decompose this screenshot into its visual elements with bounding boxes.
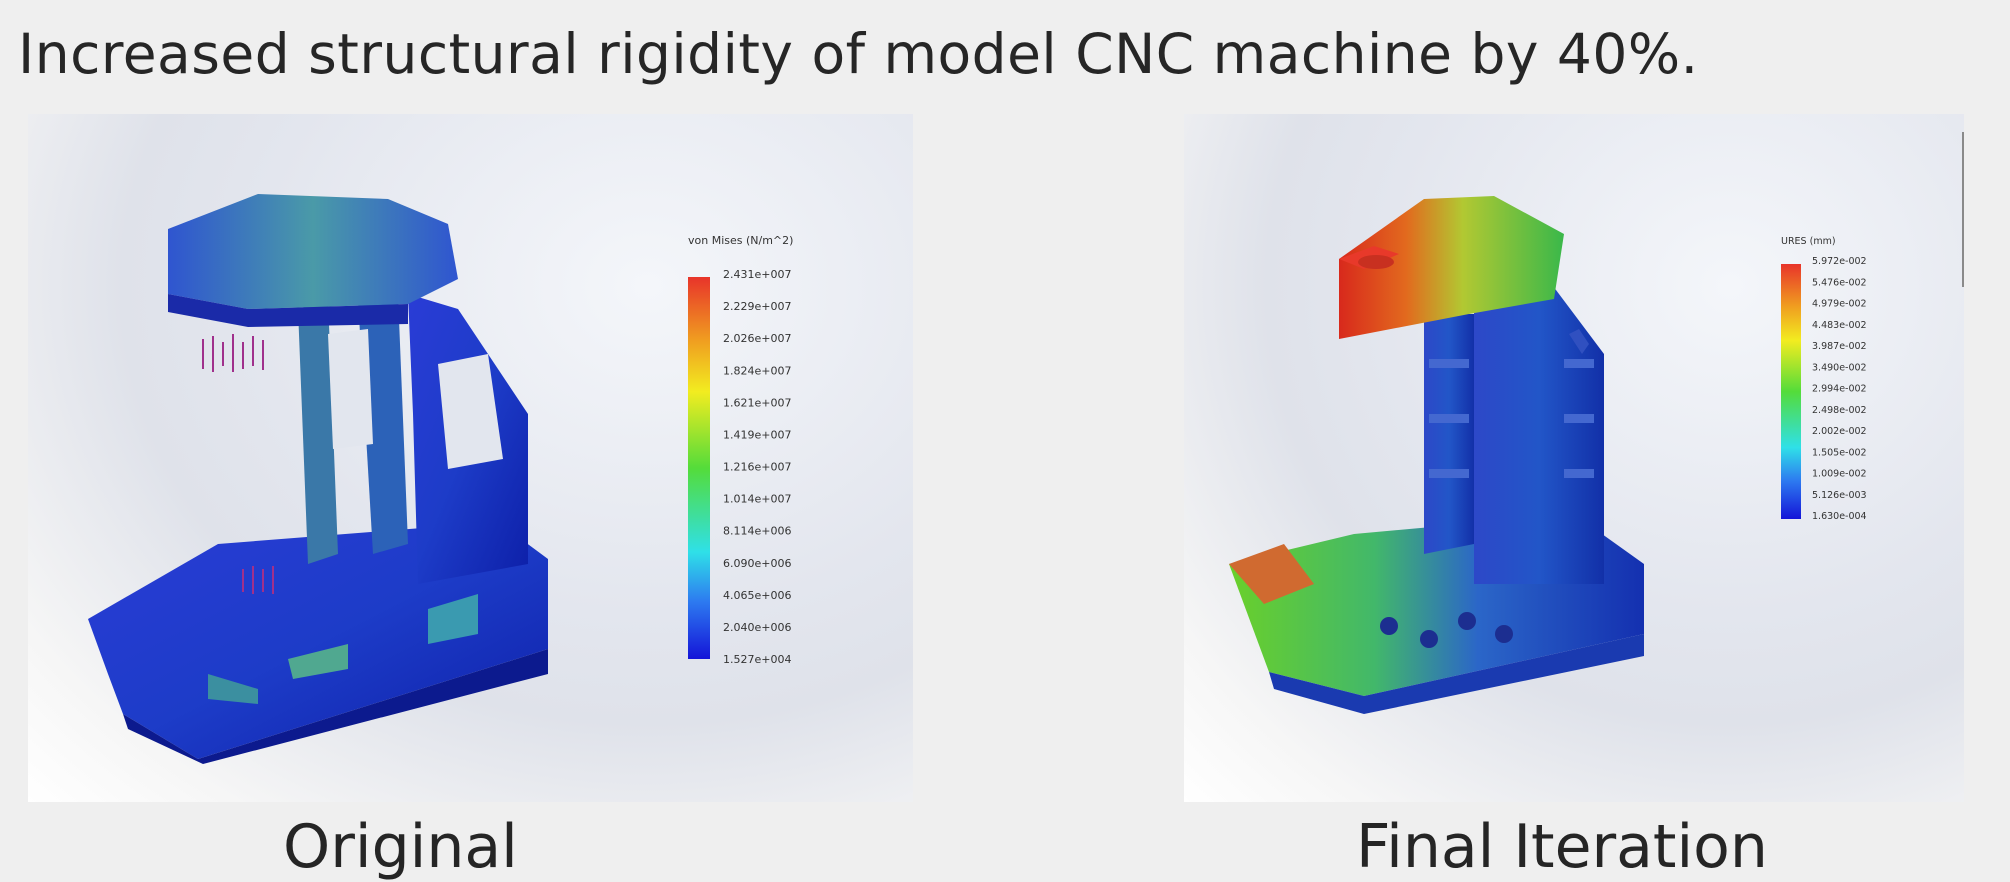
legend-tick-label: 1.216e+007 [723, 461, 791, 474]
legend-tick-label: 5.972e-002 [1812, 256, 1867, 267]
caption-final-iteration: Final Iteration [1356, 812, 1768, 882]
slide-title: Increased structural rigidity of model C… [18, 22, 1699, 86]
original-simulation-image: von Mises (N/m^2) 2.431e+007 2.229e+007 2.… [28, 114, 913, 802]
legend-tick-label: 5.476e-002 [1812, 277, 1867, 288]
legend-tick-label: 1.505e-002 [1812, 447, 1867, 458]
legend-tick-label: 1.824e+007 [723, 364, 791, 377]
legend-tick-label: 1.419e+007 [723, 428, 791, 441]
original-model-render: von Mises (N/m^2) 2.431e+0072.229e+0072.… [88, 194, 793, 764]
legend-tick-label: 2.498e-002 [1812, 405, 1867, 416]
legend-tick-label: 6.090e+006 [723, 557, 791, 570]
legend-tick-label: 3.987e-002 [1812, 341, 1867, 352]
legend-title-right: URES (mm) [1781, 236, 1836, 247]
final-iteration-model-render: URES (mm) 5.972e-002 5.476e-002 4.979e-002… [1229, 196, 1867, 714]
legend-tick-label: 8.114e+006 [723, 525, 791, 538]
legend-colorbar-left [688, 277, 710, 659]
legend-tick-label: 2.040e+006 [723, 621, 791, 634]
final-iteration-simulation-image: URES (mm) 5.972e-002 5.476e-002 4.979e-002… [1184, 114, 1964, 802]
legend-tick-label: 1.630e-004 [1812, 511, 1867, 522]
legend-tick-label: 1.009e-002 [1812, 469, 1867, 480]
legend-tick-label: 4.483e-002 [1812, 320, 1867, 331]
legend-tick-label: 4.065e+006 [723, 589, 791, 602]
legend-tick-label: 2.229e+007 [723, 300, 791, 313]
legend-tick-label: 3.490e-002 [1812, 362, 1867, 373]
legend-tick-label: 2.002e-002 [1812, 426, 1867, 437]
caption-original: Original [283, 812, 518, 882]
legend-colorbar-right [1781, 264, 1801, 519]
legend-tick-label: 2.026e+007 [723, 332, 791, 345]
scrollbar-indicator [1962, 132, 1964, 287]
legend-tick-label: 2.994e-002 [1812, 384, 1867, 395]
legend-ticks-left: 2.431e+007 2.229e+007 2.026e+007 1.824e+007… [723, 268, 791, 666]
legend-tick-label: 1.014e+007 [723, 493, 791, 506]
legend-tick-label: 5.126e-003 [1812, 490, 1867, 501]
legend-tick-label: 2.431e+007 [723, 268, 791, 281]
legend-tick-label: 4.979e-002 [1812, 299, 1867, 310]
legend-tick-label: 1.621e+007 [723, 396, 791, 409]
load-arrows-bottom [242, 566, 274, 594]
legend-title-left: von Mises (N/m^2) [688, 234, 793, 247]
legend-ticks-right: 5.972e-002 5.476e-002 4.979e-002 4.483e-002… [1812, 256, 1867, 522]
legend-tick-label: 1.527e+004 [723, 653, 791, 666]
load-arrows-top [202, 334, 264, 372]
